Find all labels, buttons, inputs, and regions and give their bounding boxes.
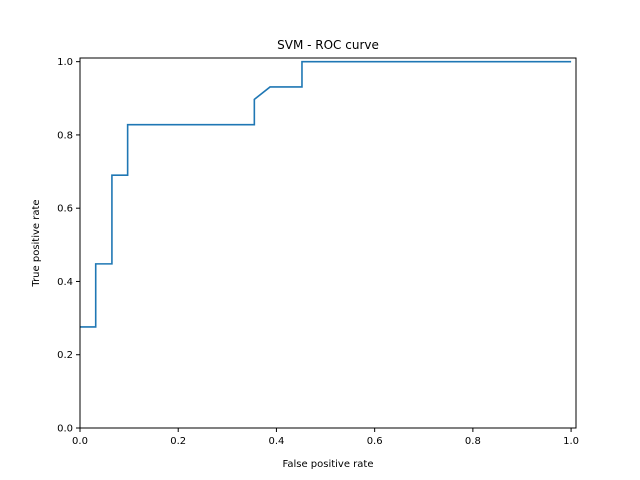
x-tick-label: 0.6 (367, 436, 383, 447)
y-tick-label: 0.8 (57, 130, 73, 141)
x-tick-label: 0.8 (465, 436, 481, 447)
axis-ticks: 0.0 0.2 0.4 0.6 0.8 1.0 0.0 0.2 0.4 0.6 0.8 1.0 (57, 57, 579, 447)
plot-frame (79, 57, 577, 429)
y-tick-label: 0.6 (57, 204, 73, 215)
x-tick-label: 0.2 (170, 436, 186, 447)
x-tick-label: 0.0 (72, 436, 88, 447)
x-tick-label: 0.4 (268, 436, 284, 447)
x-tick-label: 1.0 (563, 436, 579, 447)
y-tick-label: 0.2 (57, 350, 73, 361)
y-axis-label: True positive rate (31, 199, 42, 287)
y-tick-label: 0.4 (57, 277, 73, 288)
chart-title: SVM - ROC curve (277, 38, 379, 52)
y-tick-label: 0.0 (57, 424, 73, 435)
x-axis-label: False positive rate (283, 459, 374, 470)
roc-curve-line (80, 60, 572, 328)
y-tick-label: 1.0 (57, 57, 73, 68)
plot-area (80, 60, 572, 328)
